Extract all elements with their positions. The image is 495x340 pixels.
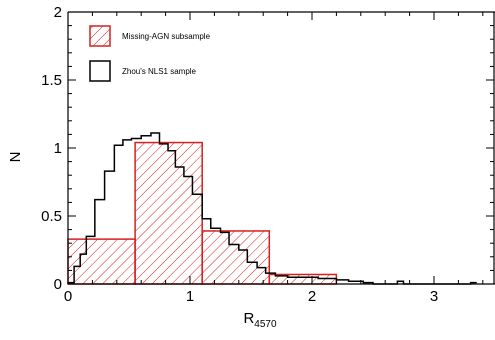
x-axis-label-subscript: 4570: [254, 319, 277, 330]
y-tick-label: 0: [54, 276, 62, 293]
y-tick-label: 0.5: [41, 208, 62, 225]
x-tick-label: 2: [308, 288, 316, 305]
x-tick-label: 0: [64, 288, 72, 305]
zhou-nls1-step-line: [67, 132, 477, 285]
y-tick-label: 1.5: [41, 72, 62, 89]
legend: Missing-AGN subsample Zhou's NLS1 sample: [89, 25, 211, 82]
legend-swatch-missing-agn: [89, 25, 111, 47]
y-tick-label: 1: [54, 140, 62, 157]
y-axis-label: N: [7, 152, 24, 163]
legend-label-missing-agn: Missing-AGN subsample: [122, 32, 211, 41]
x-axis-label-main: R: [243, 310, 254, 327]
missing-agn-bar-0: [67, 238, 136, 285]
x-axis-label: R4570: [243, 310, 277, 330]
missing-agn-bar-2: [201, 230, 271, 285]
axes: 0 1 2 3 0 0.5 1 1.5 2: [41, 4, 495, 305]
legend-swatch-zhou: [89, 60, 111, 82]
missing-agn-bar-1: [134, 141, 203, 285]
x-tick-label: 3: [430, 288, 438, 305]
y-tick-label: 2: [54, 4, 62, 21]
x-tick-label: 1: [186, 288, 194, 305]
legend-label-zhou: Zhou's NLS1 sample: [122, 67, 197, 76]
plot-area: [67, 132, 477, 285]
